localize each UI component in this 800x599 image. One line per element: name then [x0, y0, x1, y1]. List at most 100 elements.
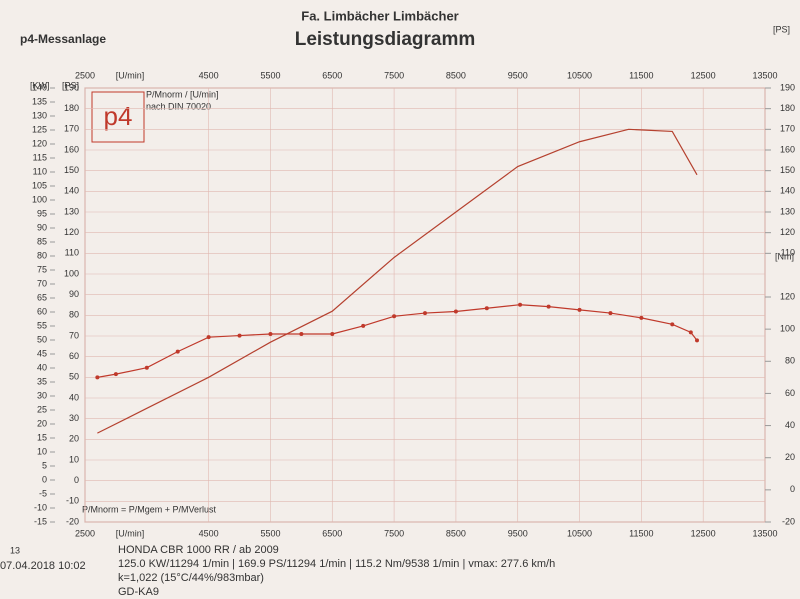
marker — [670, 322, 675, 327]
y-label: [PS] — [62, 80, 79, 90]
y-tick-label: 30 — [69, 413, 79, 423]
kw-tick-label: 130 — [32, 110, 47, 120]
y-tick-label: 140 — [64, 186, 79, 196]
x-tick-label: 4500 — [199, 528, 219, 538]
y2-tick-label: 0 — [790, 484, 795, 494]
x-tick-label: 9500 — [508, 528, 528, 538]
series-line — [97, 128, 698, 434]
logo-box — [91, 91, 145, 143]
kw-tick-label: 100 — [32, 194, 47, 204]
marker — [608, 311, 613, 316]
x-tick-label: 6500 — [322, 528, 342, 538]
legend-line1: P/Mnorm / [U/min] — [146, 89, 219, 99]
y-tick-label: 180 — [64, 103, 79, 113]
x-tick-label: 5500 — [260, 528, 280, 538]
kw-tick-label: 90 — [37, 222, 47, 232]
marker — [484, 306, 489, 311]
marker — [695, 338, 699, 343]
kw-tick-label: 0 — [42, 474, 47, 484]
x-tick-label-top: 4500 — [199, 70, 219, 80]
header-left: p4-Messanlage — [20, 32, 106, 46]
marker — [299, 331, 304, 336]
y-tick-label: 10 — [69, 454, 79, 464]
x-tick-label-top: 10500 — [567, 70, 592, 80]
marker — [206, 335, 211, 340]
marker — [688, 330, 693, 335]
kw-tick-label: 60 — [37, 306, 47, 316]
x-tick-label-top: 12500 — [691, 70, 716, 80]
right-ps-tick-label: 150 — [780, 165, 795, 175]
kw-tick-label: 35 — [37, 376, 47, 386]
marker — [95, 375, 100, 380]
x-tick-label-top: 13500 — [752, 70, 777, 80]
conditions: k=1,022 (15°C/44%/983mbar) — [118, 572, 264, 584]
x-tick-label: 2500 — [75, 528, 95, 538]
x-tick-label: 11500 — [629, 528, 653, 538]
kw-tick-label: 75 — [37, 264, 47, 274]
right-ps-tick-label: 140 — [780, 186, 795, 196]
kw-tick-label: 85 — [37, 236, 47, 246]
kw-tick-label: 70 — [37, 278, 47, 288]
y2-tick-label: 100 — [780, 324, 795, 334]
right-ps-tick-label: 130 — [780, 206, 795, 216]
series-line — [97, 304, 698, 378]
right-ps-tick-label: 170 — [780, 124, 795, 134]
x-tick-label: 10500 — [567, 528, 592, 538]
y-tick-label: 70 — [69, 330, 79, 340]
kw-tick-label: 95 — [37, 208, 47, 218]
x-tick-label-top: 6500 — [322, 70, 342, 80]
kw-tick-label: 55 — [37, 320, 47, 330]
right-ps-tick-label: 190 — [780, 82, 795, 92]
kw-tick-label: 40 — [37, 362, 47, 372]
marker — [518, 302, 523, 307]
y2-label: [Nm] — [775, 251, 794, 261]
x-tick-label: 7500 — [384, 528, 404, 538]
y2-tick-label: 120 — [780, 291, 795, 301]
kw-tick-label: -10 — [34, 502, 47, 512]
y-tick-label: 120 — [64, 227, 79, 237]
right-ps-label: [PS] — [773, 24, 790, 34]
x-tick-label-top: 2500 — [75, 70, 95, 80]
kw-tick-label: -5 — [39, 488, 47, 498]
marker — [546, 304, 551, 309]
logo: p4 — [104, 101, 133, 131]
marker — [639, 315, 644, 320]
kw-tick-label: -15 — [34, 516, 47, 526]
marker — [113, 372, 118, 377]
legend-line2: nach DIN 70020 — [146, 101, 211, 111]
y2-tick-label: 60 — [785, 388, 795, 398]
right-ps-tick-label: 110 — [781, 248, 795, 258]
y-tick-label: 150 — [64, 165, 79, 175]
right-ps-tick-label: 160 — [780, 144, 795, 154]
y-tick-label: 50 — [69, 372, 79, 382]
marker — [453, 309, 458, 314]
kw-tick-label: 5 — [42, 460, 47, 470]
kw-label: [KW] — [30, 80, 50, 90]
marker — [175, 349, 180, 354]
marker — [237, 333, 242, 338]
kw-tick-label: 105 — [32, 180, 47, 190]
y2-tick-label: -20 — [782, 516, 795, 526]
x-tick-label: 13500 — [752, 528, 777, 538]
x-tick-label: 12500 — [691, 528, 716, 538]
y-tick-label: 170 — [64, 124, 79, 134]
kw-tick-label: 50 — [37, 334, 47, 344]
y-tick-label: 90 — [69, 289, 79, 299]
x-label-top: [U/min] — [116, 70, 145, 80]
date: 07.04.2018 10:02 — [0, 560, 86, 572]
footer-number: 13 — [10, 545, 20, 555]
y-tick-label: 190 — [64, 82, 79, 92]
vehicle: HONDA CBR 1000 RR / ab 2009 — [118, 544, 279, 556]
marker — [361, 323, 366, 328]
x-label: [U/min] — [116, 528, 145, 538]
y-tick-label: 60 — [69, 351, 79, 361]
x-tick-label: 8500 — [446, 528, 466, 538]
kw-tick-label: 80 — [37, 250, 47, 260]
kw-tick-label: 65 — [37, 292, 47, 302]
marker — [577, 307, 582, 312]
y-tick-label: -20 — [66, 516, 79, 526]
marker — [144, 365, 149, 370]
y-tick-label: 80 — [69, 310, 79, 320]
